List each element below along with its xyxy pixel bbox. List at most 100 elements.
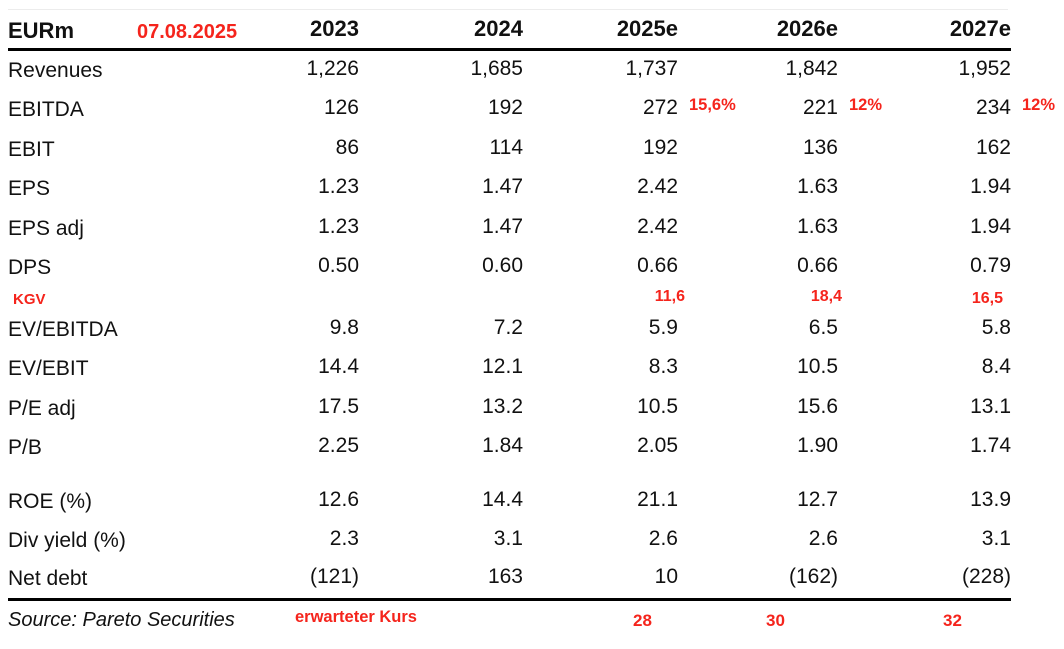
- value-cell: 1.90: [678, 434, 838, 458]
- value-cell: 163: [359, 565, 523, 589]
- value-cell: 15.6: [678, 395, 838, 419]
- growth-annotation: 15,6%: [689, 96, 736, 115]
- value-cell: 221 12%: [678, 96, 882, 120]
- cell-value: 17.5: [318, 394, 359, 418]
- table-row: Net debt (121) 163 10 (162) (228): [8, 561, 1011, 601]
- cell-value: 0.79: [970, 254, 1011, 278]
- value-cell: 1.94: [838, 215, 1011, 239]
- cell-value: 1.74: [970, 434, 1011, 458]
- value-cell: 1.63: [678, 175, 838, 199]
- value-cell: 272 15,6%: [523, 96, 736, 120]
- value-cell: 1,842: [678, 57, 838, 81]
- value-cell: 10: [523, 565, 678, 589]
- year-column-header: 2023: [310, 16, 359, 41]
- cell-value: 8.3: [648, 355, 678, 379]
- table-row: EPS 1.23 1.47 2.42 1.63 1.94: [8, 170, 1011, 210]
- cell-value: 272: [642, 96, 678, 120]
- cell-value: 1.23: [318, 175, 359, 199]
- cell-value: 12.7: [797, 487, 838, 511]
- year-column-header: 2026e: [776, 16, 838, 41]
- expected-price-2026e: 30: [766, 610, 785, 630]
- unit-label: EURm: [8, 18, 75, 43]
- value-cell: 21.1: [523, 488, 678, 512]
- growth-annotation: 12%: [849, 96, 883, 115]
- cell-value: 7.2: [493, 315, 523, 339]
- value-cell: 13.1: [838, 395, 1011, 419]
- table-row: EPS adj 1.23 1.47 2.42 1.63 1.94: [8, 209, 1011, 249]
- cell-value: 3.1: [493, 527, 523, 551]
- cell-value: 1,737: [625, 56, 678, 80]
- cell-value: (162): [788, 565, 838, 589]
- cell-value: 163: [487, 565, 523, 589]
- cell-value: 136: [802, 135, 838, 159]
- cell-value: 221: [802, 96, 838, 120]
- row-label: EPS adj: [8, 216, 84, 240]
- value-cell: 3.1: [838, 527, 1011, 551]
- value-cell: 0.66: [678, 254, 838, 278]
- table-row: Div yield (%) 2.3 3.1 2.6 2.6 3.1: [8, 522, 1011, 562]
- value-cell: 6.5: [678, 316, 838, 340]
- cell-value: 14.4: [318, 355, 359, 379]
- cell-value: 0.50: [318, 254, 359, 278]
- value-cell: 1.94: [838, 175, 1011, 199]
- cell-value: (228): [961, 565, 1011, 589]
- cell-value: 1.63: [797, 214, 838, 238]
- cell-value: 234: [975, 96, 1011, 120]
- financial-summary-table: EURm 07.08.2025 2023 2024 2025e 2026e 20…: [0, 9, 1064, 649]
- cell-value: 13.2: [482, 394, 523, 418]
- value-cell: 1.23: [280, 215, 359, 239]
- cell-value: 5.8: [981, 315, 1011, 339]
- cell-value: 1,952: [958, 56, 1011, 80]
- cell-value: 21.1: [637, 487, 678, 511]
- cell-value: 192: [642, 135, 678, 159]
- row-label: DPS: [8, 256, 52, 280]
- cell-value: 12.1: [482, 355, 523, 379]
- cell-value: 13.9: [970, 487, 1011, 511]
- value-cell: 136: [678, 136, 838, 160]
- table-body: Revenues 1,226 1,685 1,737 1,842 1,952 EBITDA 1…: [8, 51, 1064, 601]
- cell-value: 2.42: [637, 214, 678, 238]
- cell-value: 126: [323, 96, 359, 120]
- cell-value: 1.90: [797, 434, 838, 458]
- value-cell: 1,737: [523, 57, 678, 81]
- cell-value: 2.25: [318, 434, 359, 458]
- cell-value: 10: [654, 565, 678, 589]
- value-cell: 2.25: [280, 434, 359, 458]
- value-cell: 7.2: [359, 316, 523, 340]
- value-cell: 17.5: [280, 395, 359, 419]
- value-cell: 162: [838, 136, 1011, 160]
- table-row: EV/EBITDA 9.8 7.2 5.9 6.5 5.8: [8, 310, 1011, 350]
- value-cell: 2.42: [523, 215, 678, 239]
- cell-value: 86: [335, 135, 359, 159]
- header-label-cell: EURm 07.08.2025: [8, 14, 280, 48]
- row-label: Revenues: [8, 58, 103, 82]
- kgv-value: 18,4: [810, 288, 842, 305]
- table-row: EBITDA 126 192 272 15,6% 221 12% 234 12%: [8, 91, 1055, 131]
- row-label: ROE (%): [8, 489, 92, 513]
- value-cell: 0.66: [523, 254, 678, 278]
- expected-price-2025e: 28: [633, 610, 652, 630]
- expected-price-2027e: 32: [943, 610, 962, 630]
- value-cell: 1,952: [838, 57, 1011, 81]
- value-cell: 1.84: [359, 434, 523, 458]
- value-cell: 1,685: [359, 57, 523, 81]
- cell-value: 0.60: [482, 254, 523, 278]
- value-cell: 2.3: [280, 527, 359, 551]
- value-cell: 2.6: [678, 527, 838, 551]
- expected-price-label: erwarteter Kurs: [295, 607, 417, 626]
- value-cell: 12.7: [678, 488, 838, 512]
- cell-value: 5.9: [648, 315, 678, 339]
- value-cell: 2.05: [523, 434, 678, 458]
- cell-value: 1,842: [785, 56, 838, 80]
- value-cell: 86: [280, 136, 359, 160]
- value-cell: 9.8: [280, 316, 359, 340]
- kgv-value: 16,5: [971, 290, 1003, 307]
- cell-value: 2.6: [648, 527, 678, 551]
- value-cell: 13.2: [359, 395, 523, 419]
- value-cell: 2.42: [523, 175, 678, 199]
- value-cell: 126: [280, 96, 359, 120]
- cell-value: 3.1: [981, 527, 1011, 551]
- cell-value: 0.66: [637, 254, 678, 278]
- value-cell: 1.74: [838, 434, 1011, 458]
- table-row: ROE (%) 12.6 14.4 21.1 12.7 13.9: [8, 482, 1011, 522]
